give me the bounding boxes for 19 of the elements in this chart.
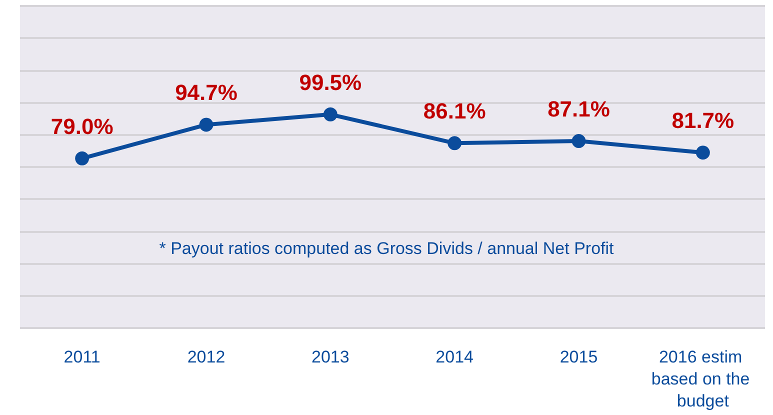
annotation: * Payout ratios computed as Gross Divids / annual Net Profit [159,239,614,258]
data-label: 81.7% [672,108,734,134]
x-tick-label: 2012 [187,348,226,366]
point [75,151,90,166]
data-label: 94.7% [175,80,238,106]
x-tick-label: 2014 [436,348,474,366]
data-label: 87.1% [548,96,610,122]
point [696,146,710,160]
point [572,134,586,148]
point [199,118,214,132]
data-label: 86.1% [423,98,486,124]
x-tick-label: 2011 [64,348,100,366]
point [448,136,462,150]
point [323,107,338,122]
x-tick-label: 2013 [312,348,350,366]
data-label: 99.5% [299,70,362,95]
data-label: 79.0% [50,114,114,139]
x-tick-label: 2015 [560,348,598,366]
x-tick-label: 2016 estim based on the budget [651,348,754,410]
